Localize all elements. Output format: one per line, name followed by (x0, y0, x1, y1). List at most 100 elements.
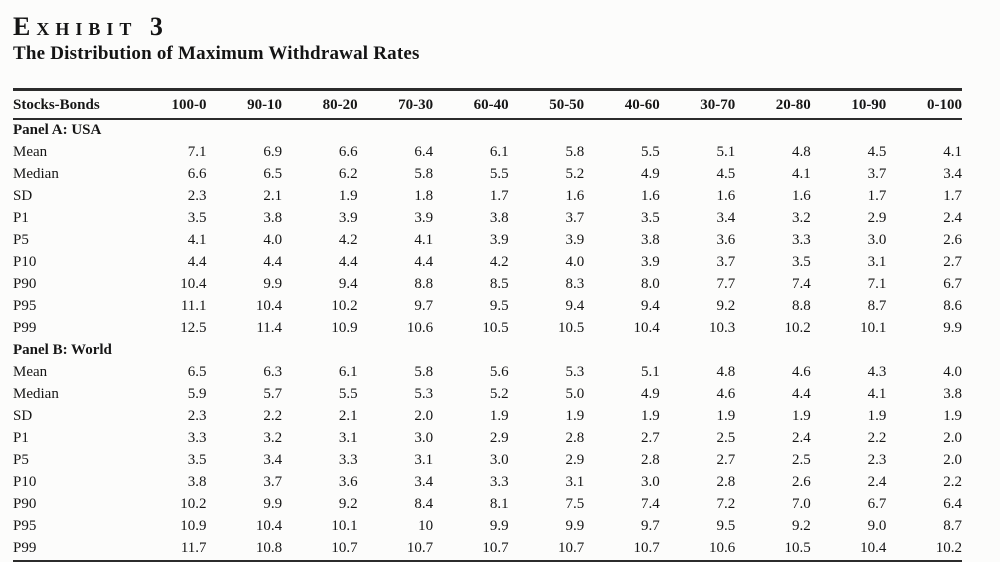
cell: 3.1 (414, 452, 434, 468)
cell: 3.4 (263, 452, 283, 468)
cell: 3.1 (867, 254, 887, 270)
cell: 2.9 (489, 430, 509, 446)
cell: 10.8 (206, 538, 283, 562)
cell: 11.7 (131, 538, 207, 562)
cell: 4.0 (943, 364, 962, 380)
cell: 8.3 (565, 276, 585, 292)
cell: 2.5 (792, 452, 811, 468)
cell: 10.2 (886, 538, 962, 562)
table-row: P90 10.2 9.9 9.2 8.4 8.1 7.5 7.4 7.2 7.0 6.7 6.4 (13, 494, 962, 516)
cell: 1.9 (792, 408, 811, 424)
cell: 2.6 (943, 232, 962, 248)
cell: 10.4 (810, 538, 887, 562)
cell: 4.8 (792, 144, 811, 160)
panel-label-row: Panel A: USA (13, 119, 962, 142)
cell: 10.6 (406, 320, 434, 336)
cell: 5.8 (414, 364, 434, 380)
cell: 2.7 (640, 430, 660, 446)
cell: 10.4 (255, 518, 283, 534)
cell: 10.7 (357, 538, 434, 562)
row-label: P5 (13, 232, 29, 248)
cell: 9.9 (263, 276, 283, 292)
row-label: P99 (13, 320, 37, 336)
cell: 2.2 (867, 430, 887, 446)
cell: 2.4 (867, 474, 887, 490)
cell: 10.5 (482, 320, 509, 336)
cell: 5.7 (263, 386, 283, 402)
cell: 4.5 (716, 166, 736, 182)
cell: 3.3 (489, 474, 509, 490)
cell: 3.9 (489, 232, 509, 248)
cell: 3.1 (338, 430, 358, 446)
cell: 10.2 (180, 496, 207, 512)
cell: 6.4 (943, 496, 962, 512)
table-header: Stocks-Bonds 100-0 90-10 80-20 70-30 60-40 50-… (13, 88, 962, 120)
column-header: 10-90 (810, 88, 887, 120)
cell: 3.0 (489, 452, 509, 468)
row-label: P1 (13, 210, 29, 226)
cell: 7.1 (187, 144, 207, 160)
cell: 9.9 (263, 496, 283, 512)
cell: 1.6 (640, 188, 660, 204)
cell: 3.3 (792, 232, 811, 248)
cell: 9.4 (565, 298, 585, 314)
cell: 9.2 (716, 298, 736, 314)
cell: 3.9 (640, 254, 660, 270)
cell: 3.0 (414, 430, 434, 446)
cell: 1.7 (943, 188, 962, 204)
cell: 7.2 (716, 496, 736, 512)
cell: 3.2 (792, 210, 811, 226)
cell: 2.7 (943, 254, 962, 270)
cell: 1.9 (489, 408, 509, 424)
panel-label: Panel A: USA (13, 122, 102, 138)
cell: 3.4 (943, 166, 962, 182)
cell: 4.1 (414, 232, 434, 248)
table-body: Panel A: USA Mean 7.1 6.9 6.6 6.4 6.1 5.8 5.5 5.1… (13, 119, 962, 562)
cell: 2.3 (867, 452, 887, 468)
cell: 11.4 (256, 320, 283, 336)
cell: 4.9 (640, 166, 660, 182)
cell: 6.3 (263, 364, 283, 380)
cell: 6.7 (867, 496, 887, 512)
table-row: P99 12.5 11.4 10.9 10.6 10.5 10.5 10.4 10.3 10.2 1… (13, 318, 962, 340)
cell: 2.1 (263, 188, 283, 204)
cell: 3.7 (867, 166, 887, 182)
cell: 9.5 (489, 298, 509, 314)
cell: 10.7 (508, 538, 585, 562)
cell: 10.2 (331, 298, 358, 314)
row-label: P90 (13, 276, 37, 292)
cell: 2.2 (943, 474, 962, 490)
row-label: P5 (13, 452, 29, 468)
cell: 6.5 (187, 364, 207, 380)
panel-label-row: Panel B: World (13, 340, 962, 362)
table-row: SD 2.3 2.2 2.1 2.0 1.9 1.9 1.9 1.9 1.9 1.9 1.9 (13, 406, 962, 428)
cell: 12.5 (180, 320, 207, 336)
cell: 10.4 (255, 298, 283, 314)
cell: 3.6 (716, 232, 736, 248)
cell: 2.2 (263, 408, 283, 424)
cell: 8.5 (489, 276, 509, 292)
row-label: P10 (13, 254, 37, 270)
cell: 10.5 (735, 538, 811, 562)
cell: 10.1 (331, 518, 358, 534)
cell: 10.3 (709, 320, 736, 336)
cell: 5.6 (489, 364, 509, 380)
cell: 5.5 (489, 166, 509, 182)
table-header-row: Stocks-Bonds 100-0 90-10 80-20 70-30 60-40 50-… (13, 88, 962, 120)
cell: 9.2 (338, 496, 358, 512)
cell: 10.6 (659, 538, 736, 562)
table-row: P1 3.3 3.2 3.1 3.0 2.9 2.8 2.7 2.5 2.4 2.2 2.0 (13, 428, 962, 450)
cell: 9.9 (565, 518, 585, 534)
cell: 1.9 (867, 408, 887, 424)
cell: 3.9 (565, 232, 585, 248)
cell: 5.8 (414, 166, 434, 182)
column-header: 50-50 (508, 88, 585, 120)
cell: 4.1 (792, 166, 811, 182)
cell: 10 (418, 518, 434, 534)
column-header: 100-0 (131, 88, 207, 120)
table-row: SD 2.3 2.1 1.9 1.8 1.7 1.6 1.6 1.6 1.6 1.7 1.7 (13, 186, 962, 208)
column-header: 60-40 (433, 88, 509, 120)
cell: 2.6 (792, 474, 811, 490)
cell: 2.8 (565, 430, 585, 446)
column-header: 80-20 (282, 88, 358, 120)
